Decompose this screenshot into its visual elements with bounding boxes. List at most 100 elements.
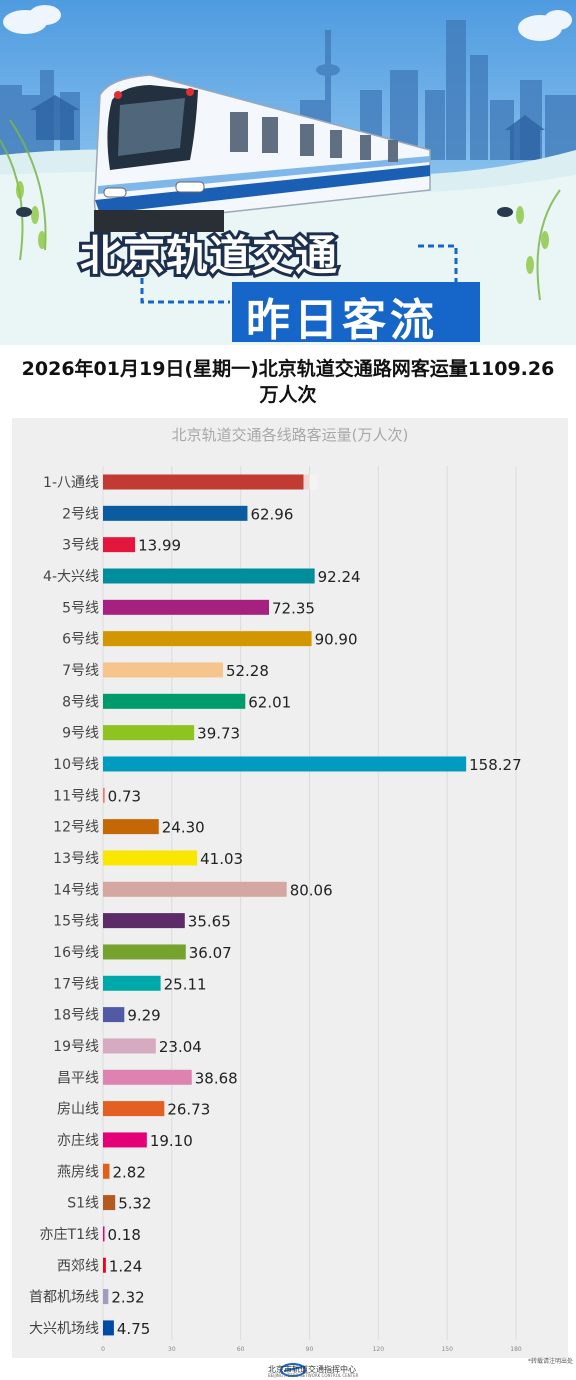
value-label: 62.96	[250, 505, 293, 523]
bar	[103, 1289, 109, 1305]
category-label: 3号线	[62, 538, 99, 554]
bar	[103, 662, 223, 678]
category-label: 亦庄T1线	[40, 1226, 99, 1243]
bar	[103, 568, 315, 584]
category-label: 2号线	[62, 506, 99, 522]
category-label: 西郊线	[57, 1257, 99, 1274]
value-label: 4.75	[117, 1320, 150, 1338]
x-tick-label: 60	[237, 1346, 245, 1353]
category-label: 4-大兴线	[43, 569, 99, 585]
category-label: 12号线	[53, 820, 99, 836]
header-banner	[0, 0, 576, 345]
banner-illustration	[0, 0, 576, 345]
category-label: 8号线	[62, 694, 99, 710]
bar-fade	[303, 474, 318, 490]
value-label: 80.06	[290, 881, 333, 899]
category-label: 10号线	[53, 757, 99, 773]
bar	[103, 881, 287, 897]
value-label: 158.27	[469, 756, 522, 774]
cloud-icon	[3, 5, 572, 41]
value-label: 0.73	[108, 787, 141, 805]
value-label: 13.99	[138, 537, 181, 555]
category-label: 11号线	[53, 788, 99, 804]
category-label: 18号线	[53, 1008, 99, 1024]
bar	[103, 1195, 116, 1211]
value-label: 39.73	[197, 725, 240, 743]
bar	[103, 725, 195, 741]
value-label: 62.01	[248, 693, 291, 711]
value-label: 19.10	[150, 1132, 193, 1150]
train-illustration	[93, 74, 431, 232]
category-label: 6号线	[62, 632, 99, 648]
value-label: 25.11	[164, 975, 207, 993]
bar	[103, 1226, 105, 1242]
headline: 2026年01月19日(星期一)北京轨道交通路网客运量1109.26万人次	[21, 358, 555, 406]
x-tick-label: 30	[168, 1346, 176, 1353]
category-label: 燕房线	[57, 1164, 99, 1180]
value-label: 26.73	[167, 1101, 210, 1119]
value-label: 90.90	[315, 631, 358, 649]
category-label: S1线	[67, 1196, 99, 1212]
category-label: 17号线	[53, 976, 99, 992]
value-label: 0.18	[108, 1226, 141, 1244]
value-label: 41.03	[200, 850, 243, 868]
banner-title-line1: 北京轨道交通	[77, 228, 340, 283]
category-label: 7号线	[62, 663, 99, 679]
value-label: 24.30	[162, 819, 205, 837]
category-label: 大兴机场线	[29, 1321, 99, 1337]
value-label: 92.24	[318, 568, 361, 586]
bar	[103, 850, 198, 866]
category-label: 5号线	[62, 600, 99, 616]
x-tick-label: 90	[306, 1346, 314, 1353]
bar	[103, 756, 467, 772]
bar	[103, 944, 186, 960]
category-label: 13号线	[53, 851, 99, 867]
bar	[103, 1007, 125, 1023]
value-label: 9.29	[127, 1007, 160, 1025]
bar	[103, 537, 136, 553]
category-label: 14号线	[53, 882, 99, 898]
footer-org-name-en: BEIJING METRO NETWORK CONTROL CENTER	[268, 1373, 359, 1378]
category-label: 16号线	[53, 945, 99, 961]
value-label: 52.28	[226, 662, 269, 680]
bar	[103, 819, 159, 835]
bar	[103, 631, 312, 647]
value-label: 38.68	[195, 1069, 238, 1087]
bar	[103, 1101, 165, 1117]
category-label: 昌平线	[57, 1070, 99, 1086]
banner-title-box	[232, 282, 480, 342]
banner-title-line2: 昨日客流	[246, 295, 438, 346]
category-label: 9号线	[62, 726, 99, 742]
x-tick-label: 180	[510, 1346, 522, 1353]
value-label: 2.82	[112, 1163, 145, 1181]
value-label: 1.24	[109, 1257, 142, 1275]
value-label: 5.32	[118, 1195, 151, 1213]
x-tick-label: 120	[373, 1346, 385, 1353]
chart-title: 北京轨道交通各线路客运量(万人次)	[171, 426, 409, 444]
category-label: 亦庄线	[57, 1132, 99, 1149]
metro-logo-icon	[280, 1363, 306, 1377]
bar	[103, 1320, 114, 1336]
bird-icon	[16, 207, 513, 217]
bar	[103, 787, 105, 803]
value-label: 35.65	[188, 913, 231, 931]
x-tick-label: 150	[441, 1346, 453, 1353]
category-label: 19号线	[53, 1039, 99, 1055]
bar	[103, 1038, 156, 1054]
footer-org-name: 北京市轨道交通指挥中心	[268, 1365, 356, 1374]
value-label: 2.32	[111, 1289, 144, 1307]
category-label: 房山线	[57, 1102, 99, 1118]
bar	[103, 693, 246, 709]
bar	[103, 474, 310, 490]
bar	[103, 913, 185, 929]
bar	[103, 1132, 147, 1148]
bar	[103, 505, 248, 521]
category-label: 首都机场线	[29, 1290, 99, 1306]
bar	[103, 975, 161, 991]
bar	[103, 1163, 110, 1179]
bar	[103, 599, 270, 615]
value-label: 36.07	[189, 944, 232, 962]
x-tick-label: 0	[101, 1346, 105, 1353]
bar	[103, 1069, 192, 1085]
